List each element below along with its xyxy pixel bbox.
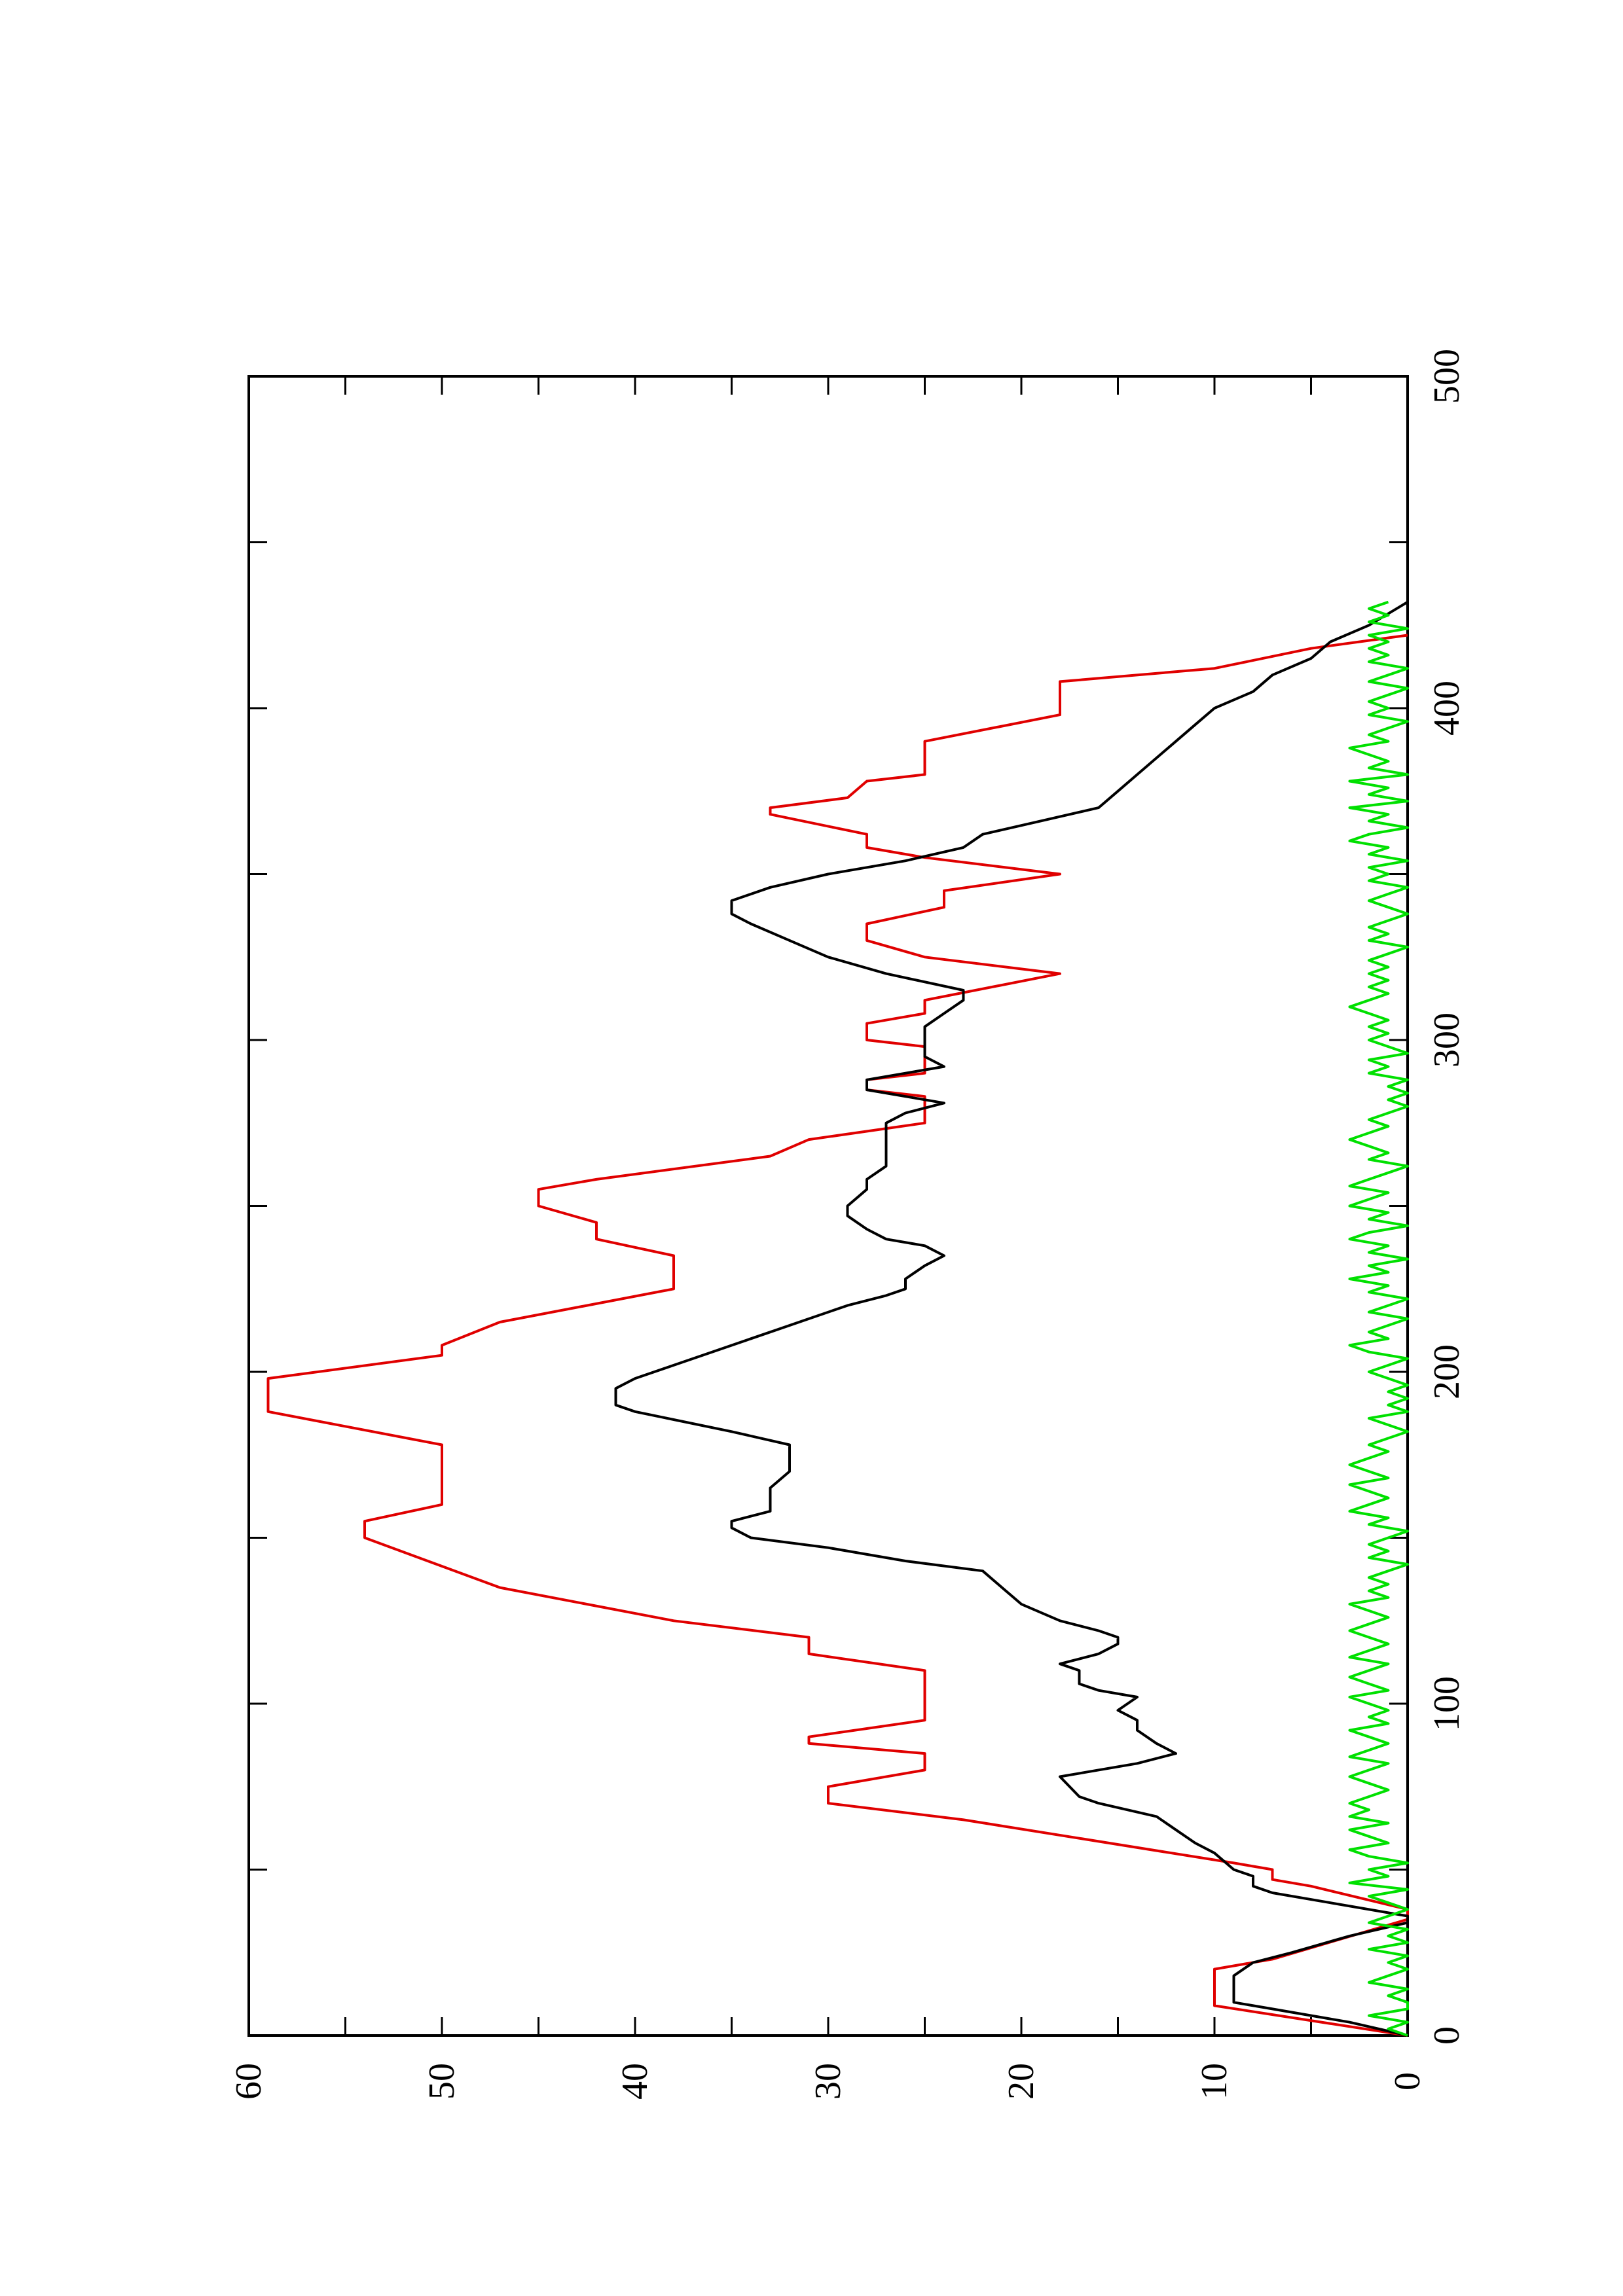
x-tick-label: 200 [1427, 1344, 1467, 1399]
plot-area: 0 100 200 300 400 500 0 10 20 30 40 50 60 [228, 349, 1467, 2100]
y-tick-label: 40 [615, 2063, 655, 2100]
y-tick-label: 20 [1001, 2063, 1042, 2100]
x-tick-label: 0 [1427, 2026, 1467, 2045]
y-tick-label: 10 [1194, 2063, 1235, 2100]
y-tick-label: 50 [422, 2063, 462, 2100]
series-line-2 [614, 601, 1409, 2037]
y-tick-label: 0 [1387, 2072, 1428, 2090]
x-tick-label: 500 [1427, 349, 1467, 404]
x-tick-label: 400 [1427, 681, 1467, 736]
x-tick-label: 100 [1427, 1676, 1467, 1731]
y-tick-label: 30 [808, 2063, 848, 2100]
axis-ticks [247, 375, 1409, 2037]
series-lines [266, 600, 1409, 2037]
series-line-1 [266, 634, 1409, 2037]
tick-labels: 0 100 200 300 400 500 0 10 20 30 40 50 60 [228, 349, 1467, 2100]
y-tick-label: 60 [228, 2063, 269, 2100]
series-line-3 [1348, 600, 1409, 2037]
x-tick-label: 300 [1427, 1013, 1467, 1067]
